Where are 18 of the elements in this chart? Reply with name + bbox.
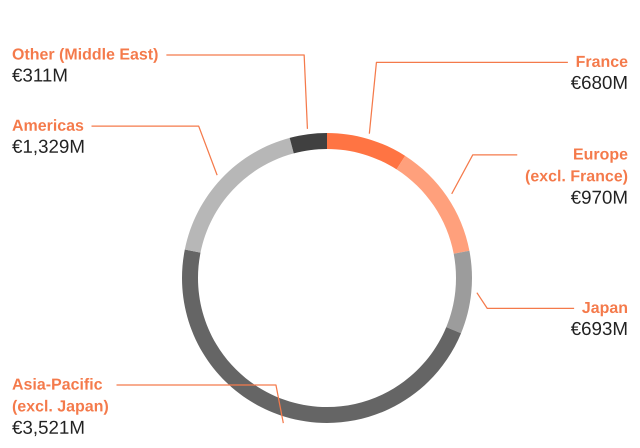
slice-label: Japan: [582, 302, 628, 316]
donut-slice: [396, 156, 470, 254]
slice-label: Other (Middle East): [12, 48, 158, 63]
data-label: €680M: [570, 76, 626, 90]
slice-label: Americas: [12, 119, 84, 131]
slice-label: Asia-Pacific (excl. Japan): [12, 378, 108, 415]
data-label: €311M: [12, 68, 66, 82]
data-label: €1,329M: [12, 140, 84, 156]
donut-slice: [327, 133, 406, 170]
data-label: €970M: [570, 190, 626, 204]
slice-label: Europe (excl. France): [526, 148, 628, 185]
data-label: €3,521M: [12, 420, 84, 436]
donut-slice: [182, 250, 462, 423]
donut-slice: [290, 133, 327, 154]
data-label: €693M: [570, 322, 626, 336]
donut-slice: [446, 250, 472, 334]
slice-label: France: [576, 56, 628, 68]
donut-slice: [184, 138, 294, 253]
